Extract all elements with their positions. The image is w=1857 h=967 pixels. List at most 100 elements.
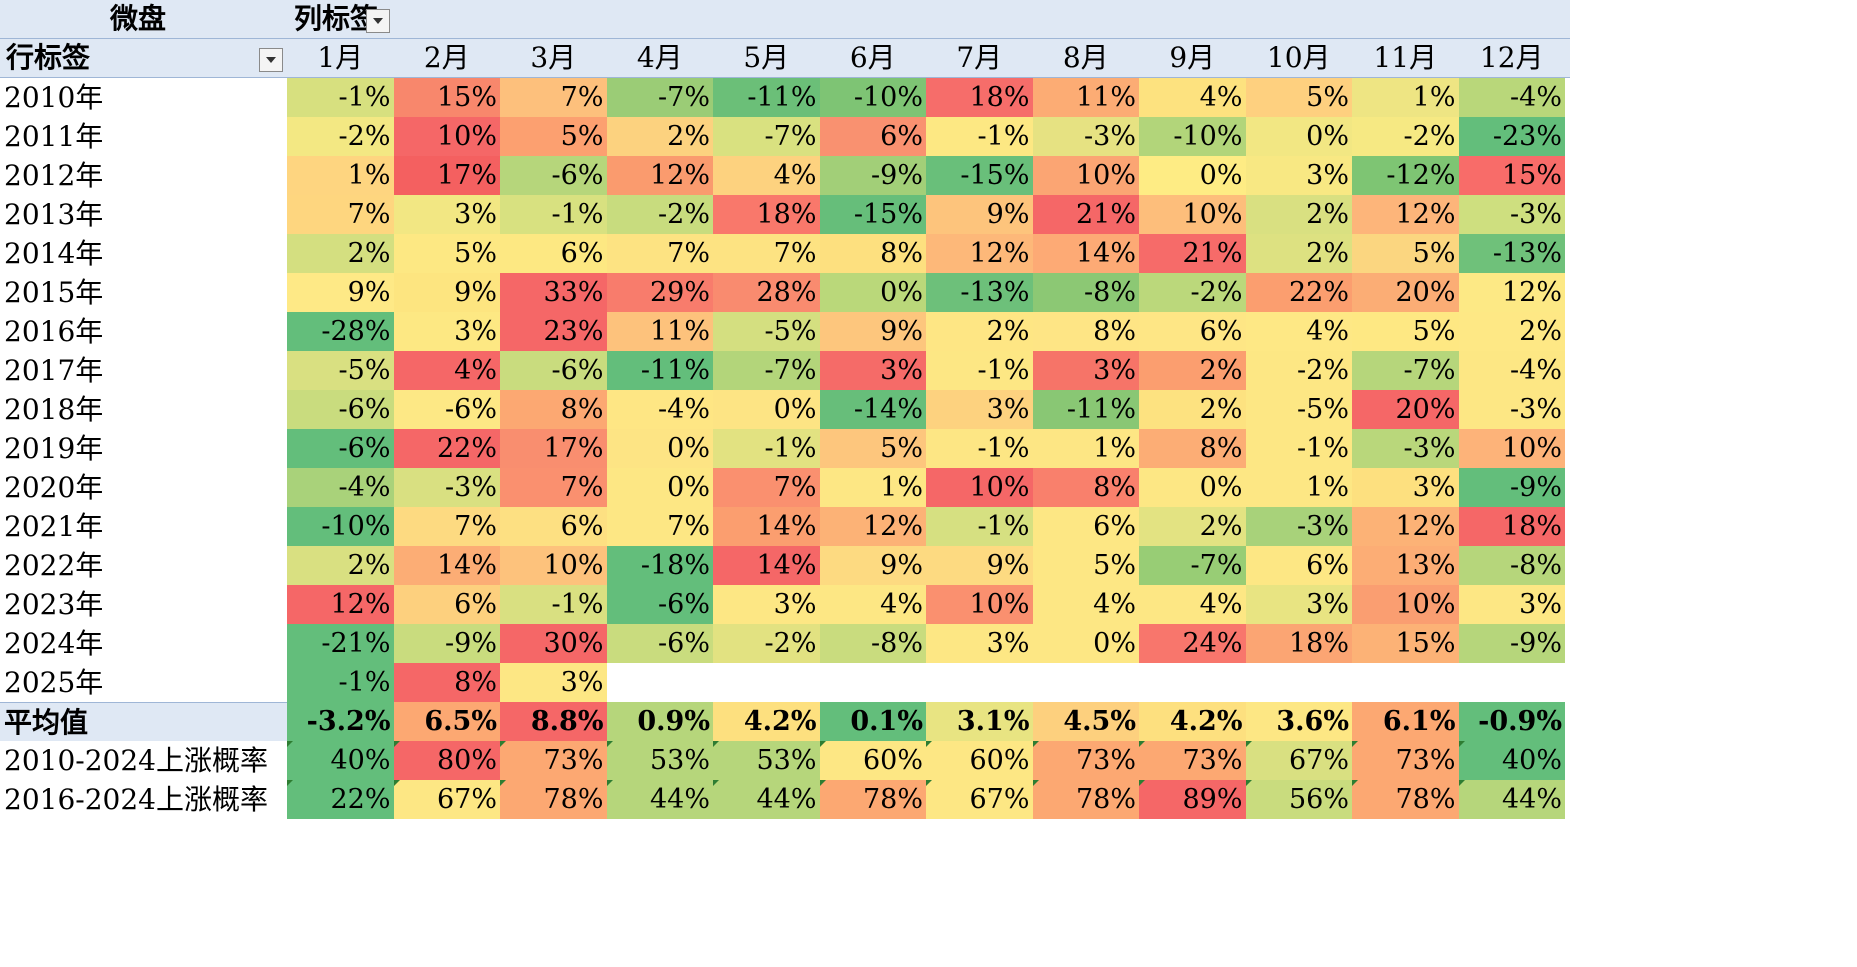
value-cell[interactable]: 53% bbox=[606, 741, 713, 780]
value-cell[interactable]: 6% bbox=[1245, 546, 1352, 585]
row-label[interactable]: 2025年 bbox=[4, 666, 104, 699]
row-label[interactable]: 2019年 bbox=[4, 432, 104, 465]
value-cell[interactable]: 10% bbox=[1458, 429, 1565, 468]
value-cell[interactable]: -2% bbox=[1139, 273, 1246, 312]
value-cell[interactable]: -7% bbox=[713, 351, 820, 390]
value-cell[interactable]: 3% bbox=[1032, 351, 1139, 390]
value-cell[interactable]: 73% bbox=[1032, 741, 1139, 780]
value-cell[interactable]: 0% bbox=[819, 273, 926, 312]
value-cell[interactable]: 28% bbox=[713, 273, 820, 312]
month-header[interactable]: 7月 bbox=[956, 41, 1003, 74]
value-cell[interactable]: 14% bbox=[1032, 234, 1139, 273]
value-cell[interactable]: 14% bbox=[393, 546, 500, 585]
value-cell[interactable]: 5% bbox=[1032, 546, 1139, 585]
value-cell[interactable]: -7% bbox=[713, 117, 820, 156]
value-cell[interactable]: 8.8% bbox=[500, 702, 607, 741]
month-header[interactable]: 10月 bbox=[1266, 41, 1331, 74]
value-cell[interactable]: 18% bbox=[1245, 624, 1352, 663]
value-cell[interactable]: -6% bbox=[606, 585, 713, 624]
value-cell[interactable]: 12% bbox=[1352, 195, 1459, 234]
value-cell[interactable]: 0% bbox=[606, 429, 713, 468]
value-cell[interactable]: 4% bbox=[1139, 585, 1246, 624]
row-label[interactable]: 2018年 bbox=[4, 393, 104, 426]
value-cell[interactable]: 8% bbox=[1139, 429, 1246, 468]
value-cell[interactable]: 5% bbox=[500, 117, 607, 156]
value-cell[interactable]: 21% bbox=[1139, 234, 1246, 273]
value-cell[interactable]: 2% bbox=[1139, 390, 1246, 429]
value-cell[interactable]: -9% bbox=[1458, 468, 1565, 507]
value-cell[interactable]: 1% bbox=[819, 468, 926, 507]
value-cell[interactable]: -6% bbox=[500, 156, 607, 195]
row-label[interactable]: 2010-2024上涨概率 bbox=[4, 744, 268, 777]
value-cell[interactable]: -10% bbox=[287, 507, 394, 546]
value-cell[interactable]: 8% bbox=[1032, 312, 1139, 351]
value-cell[interactable]: 3.6% bbox=[1245, 702, 1352, 741]
value-cell[interactable] bbox=[926, 663, 1033, 702]
value-cell[interactable]: -6% bbox=[287, 390, 394, 429]
value-cell[interactable]: -1% bbox=[500, 585, 607, 624]
value-cell[interactable]: -3% bbox=[1352, 429, 1459, 468]
value-cell[interactable]: 6% bbox=[1139, 312, 1246, 351]
value-cell[interactable]: 3% bbox=[1245, 585, 1352, 624]
value-cell[interactable]: 1% bbox=[1032, 429, 1139, 468]
month-header[interactable]: 2月 bbox=[423, 41, 470, 74]
value-cell[interactable]: 44% bbox=[606, 780, 713, 819]
value-cell[interactable]: -9% bbox=[393, 624, 500, 663]
value-cell[interactable]: -0.9% bbox=[1458, 702, 1565, 741]
value-cell[interactable]: 7% bbox=[606, 234, 713, 273]
value-cell[interactable]: 67% bbox=[393, 780, 500, 819]
value-cell[interactable] bbox=[713, 663, 820, 702]
value-cell[interactable]: -5% bbox=[713, 312, 820, 351]
value-cell[interactable]: 6% bbox=[500, 507, 607, 546]
value-cell[interactable]: 4% bbox=[1245, 312, 1352, 351]
value-cell[interactable]: 8% bbox=[500, 390, 607, 429]
value-cell[interactable]: 3.1% bbox=[926, 702, 1033, 741]
value-cell[interactable]: 73% bbox=[500, 741, 607, 780]
value-cell[interactable]: 5% bbox=[393, 234, 500, 273]
value-cell[interactable]: 21% bbox=[1032, 195, 1139, 234]
value-cell[interactable] bbox=[1139, 663, 1246, 702]
value-cell[interactable]: 7% bbox=[606, 507, 713, 546]
value-cell[interactable]: 22% bbox=[287, 780, 394, 819]
value-cell[interactable]: 0.9% bbox=[606, 702, 713, 741]
month-header[interactable]: 12月 bbox=[1479, 41, 1544, 74]
value-cell[interactable]: 2% bbox=[1245, 195, 1352, 234]
value-cell[interactable]: 44% bbox=[1458, 780, 1565, 819]
row-label[interactable]: 平均值 bbox=[0, 702, 287, 741]
value-cell[interactable]: 6% bbox=[1032, 507, 1139, 546]
value-cell[interactable]: 9% bbox=[393, 273, 500, 312]
value-cell[interactable]: -9% bbox=[1458, 624, 1565, 663]
value-cell[interactable] bbox=[1352, 663, 1459, 702]
value-cell[interactable]: 10% bbox=[393, 117, 500, 156]
value-cell[interactable]: 67% bbox=[1245, 741, 1352, 780]
value-cell[interactable]: -13% bbox=[926, 273, 1033, 312]
value-cell[interactable]: 2% bbox=[606, 117, 713, 156]
value-cell[interactable]: -15% bbox=[926, 156, 1033, 195]
value-cell[interactable] bbox=[606, 663, 713, 702]
value-cell[interactable]: -7% bbox=[1139, 546, 1246, 585]
value-cell[interactable]: 7% bbox=[500, 468, 607, 507]
value-cell[interactable]: 4% bbox=[393, 351, 500, 390]
value-cell[interactable]: -28% bbox=[287, 312, 394, 351]
value-cell[interactable]: -7% bbox=[1352, 351, 1459, 390]
value-cell[interactable]: 3% bbox=[1352, 468, 1459, 507]
value-cell[interactable]: 78% bbox=[819, 780, 926, 819]
row-label[interactable]: 2016年 bbox=[4, 315, 104, 348]
value-cell[interactable]: 4% bbox=[713, 156, 820, 195]
value-cell[interactable]: -5% bbox=[1245, 390, 1352, 429]
value-cell[interactable]: 1% bbox=[1352, 78, 1459, 117]
row-label[interactable]: 2020年 bbox=[4, 471, 104, 504]
value-cell[interactable]: 6% bbox=[500, 234, 607, 273]
value-cell[interactable]: 10% bbox=[1032, 156, 1139, 195]
month-header[interactable]: 1月 bbox=[317, 41, 364, 74]
month-header[interactable]: 4月 bbox=[636, 41, 683, 74]
value-cell[interactable]: -5% bbox=[287, 351, 394, 390]
value-cell[interactable]: 2% bbox=[287, 234, 394, 273]
value-cell[interactable]: 14% bbox=[713, 546, 820, 585]
value-cell[interactable]: 3% bbox=[1458, 585, 1565, 624]
value-cell[interactable] bbox=[1032, 663, 1139, 702]
value-cell[interactable]: -13% bbox=[1458, 234, 1565, 273]
value-cell[interactable]: 6.5% bbox=[393, 702, 500, 741]
value-cell[interactable]: 73% bbox=[1139, 741, 1246, 780]
month-header[interactable]: 6月 bbox=[849, 41, 896, 74]
